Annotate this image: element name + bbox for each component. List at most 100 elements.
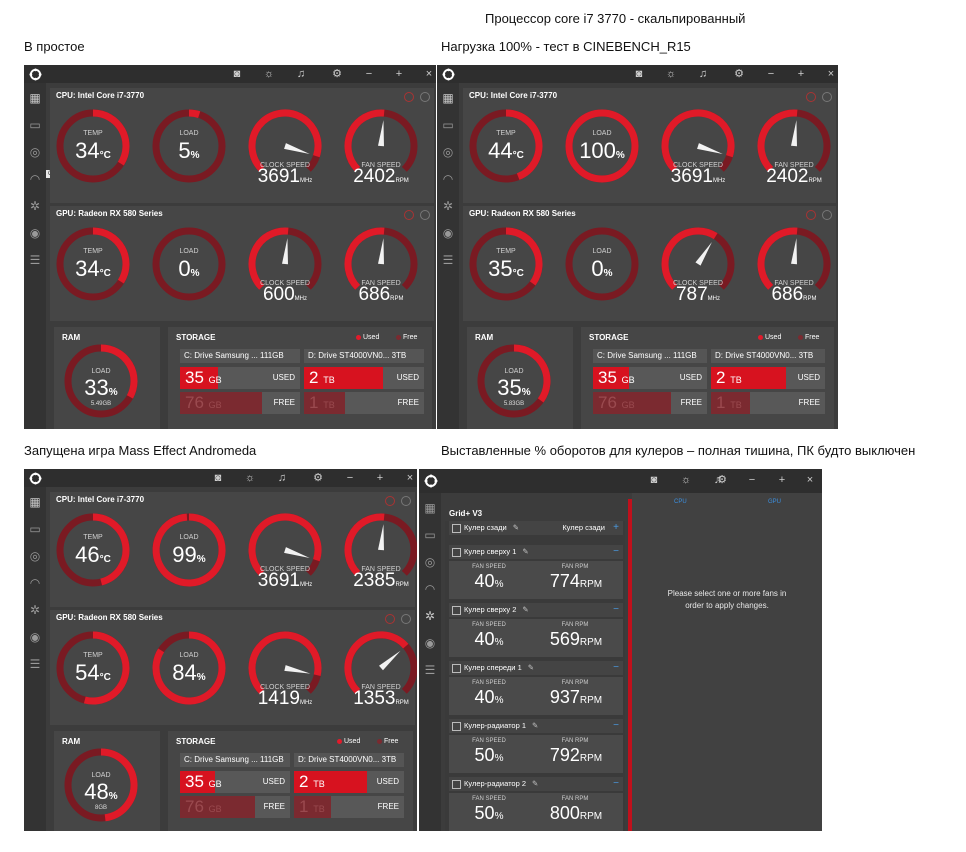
fan-number: 1353 bbox=[353, 688, 396, 709]
collapse-icon[interactable]: − bbox=[613, 546, 619, 557]
fan-checkbox[interactable] bbox=[452, 721, 461, 731]
clipboard-icon[interactable]: ☰ bbox=[442, 253, 454, 267]
brightness-icon[interactable]: ☼ bbox=[263, 68, 275, 80]
fan-checkbox[interactable] bbox=[452, 605, 461, 615]
fan-group-header[interactable]: Кулер-радиатор 1 ✎ − bbox=[449, 719, 623, 733]
settings-icon[interactable]: ⚙ bbox=[332, 68, 342, 80]
brightness-icon[interactable]: ☼ bbox=[244, 472, 256, 484]
close-icon[interactable]: × bbox=[827, 68, 835, 80]
edit-icon[interactable]: ✎ bbox=[532, 779, 539, 788]
gamepad-icon[interactable]: ◎ bbox=[29, 549, 41, 563]
fan-icon[interactable]: ✲ bbox=[29, 603, 41, 617]
disk-icon[interactable]: ◉ bbox=[442, 226, 454, 240]
tab-gpu[interactable]: GPU bbox=[768, 499, 782, 505]
speed-icon[interactable]: ◠ bbox=[29, 576, 41, 590]
gauge-track bbox=[152, 227, 226, 301]
settings-icon[interactable]: ⚙ bbox=[313, 472, 323, 484]
bell-icon[interactable]: ♫ bbox=[698, 68, 708, 80]
info-icon[interactable] bbox=[822, 92, 832, 102]
fan-icon[interactable]: ✲ bbox=[29, 199, 41, 213]
minimize-icon[interactable]: − bbox=[748, 474, 756, 486]
alert-icon[interactable] bbox=[404, 92, 414, 102]
fan-checkbox[interactable] bbox=[452, 663, 461, 673]
fan-group-header[interactable]: Кулер сверху 1 ✎ − bbox=[449, 545, 623, 559]
clipboard-icon[interactable]: ☰ bbox=[29, 253, 41, 267]
maximize-icon[interactable]: + bbox=[395, 68, 403, 80]
gamepad-icon[interactable]: ◎ bbox=[29, 145, 41, 159]
edit-icon[interactable]: ✎ bbox=[532, 721, 539, 730]
camera-icon[interactable]: ◙ bbox=[650, 474, 658, 486]
fan-group-header[interactable]: Кулер спереди 1 ✎ − bbox=[449, 661, 623, 675]
info-icon[interactable] bbox=[401, 614, 411, 624]
alert-icon[interactable] bbox=[385, 614, 395, 624]
monitor-icon[interactable]: ▦ bbox=[29, 495, 41, 509]
settings-icon[interactable]: ⚙ bbox=[717, 474, 727, 486]
edit-icon[interactable]: ✎ bbox=[527, 663, 535, 672]
disk-icon[interactable]: ◉ bbox=[424, 636, 436, 650]
drive-free-fill bbox=[180, 796, 255, 818]
alert-icon[interactable] bbox=[806, 210, 816, 220]
monitor-icon[interactable]: ▦ bbox=[29, 91, 41, 105]
fan-checkbox[interactable] bbox=[452, 547, 461, 557]
gamepad-icon[interactable]: ◎ bbox=[424, 555, 436, 569]
collapse-icon[interactable]: − bbox=[613, 720, 619, 731]
camera-icon[interactable]: ◙ bbox=[214, 472, 222, 484]
maximize-icon[interactable]: + bbox=[376, 472, 384, 484]
maximize-icon[interactable]: + bbox=[778, 474, 786, 486]
pc-icon[interactable]: ▭ bbox=[424, 528, 436, 542]
close-icon[interactable]: × bbox=[806, 474, 814, 486]
alert-icon[interactable] bbox=[806, 92, 816, 102]
fan-icon[interactable]: ✲ bbox=[442, 199, 454, 213]
pc-icon[interactable]: ▭ bbox=[29, 118, 41, 132]
minimize-icon[interactable]: − bbox=[365, 68, 373, 80]
camera-icon[interactable]: ◙ bbox=[635, 68, 643, 80]
maximize-icon[interactable]: + bbox=[797, 68, 805, 80]
ram-title: RAM bbox=[62, 333, 81, 342]
pc-icon[interactable]: ▭ bbox=[29, 522, 41, 536]
fan-group-header[interactable]: Кулер сверху 2 ✎ − bbox=[449, 603, 623, 617]
drive-used-bar: 35 GB USED bbox=[180, 367, 300, 389]
speed-icon[interactable]: ◠ bbox=[442, 172, 454, 186]
bell-icon[interactable]: ♫ bbox=[713, 474, 723, 486]
minimize-icon[interactable]: − bbox=[767, 68, 775, 80]
speed-icon[interactable]: ◠ bbox=[424, 582, 436, 596]
speed-icon[interactable]: ◠ bbox=[29, 172, 41, 186]
fan-checkbox[interactable] bbox=[452, 779, 461, 789]
add-icon[interactable]: + bbox=[613, 522, 619, 533]
alert-icon[interactable] bbox=[404, 210, 414, 220]
brightness-icon[interactable]: ☼ bbox=[665, 68, 677, 80]
info-icon[interactable] bbox=[420, 92, 430, 102]
camera-icon[interactable]: ◙ bbox=[233, 68, 241, 80]
monitor-icon[interactable]: ▦ bbox=[442, 91, 454, 105]
disk-icon[interactable]: ◉ bbox=[29, 630, 41, 644]
collapse-icon[interactable]: − bbox=[613, 604, 619, 615]
info-icon[interactable] bbox=[420, 210, 430, 220]
settings-icon[interactable]: ⚙ bbox=[734, 68, 744, 80]
collapse-icon[interactable]: − bbox=[613, 778, 619, 789]
tab-cpu[interactable]: CPU bbox=[674, 499, 687, 505]
collapse-icon[interactable]: − bbox=[613, 662, 619, 673]
gauge-needle bbox=[695, 242, 712, 266]
clipboard-icon[interactable]: ☰ bbox=[29, 657, 41, 671]
alert-icon[interactable] bbox=[385, 496, 395, 506]
edit-icon[interactable]: ✎ bbox=[522, 605, 529, 614]
info-icon[interactable] bbox=[822, 210, 832, 220]
bell-icon[interactable]: ♫ bbox=[296, 68, 306, 80]
pc-icon[interactable]: ▭ bbox=[442, 118, 454, 132]
fan-icon[interactable]: ✲ bbox=[424, 609, 436, 623]
close-icon[interactable]: × bbox=[406, 472, 414, 484]
bell-icon[interactable]: ♫ bbox=[277, 472, 287, 484]
fan-group-header[interactable]: Кулер-радиатор 2 ✎ − bbox=[449, 777, 623, 791]
gamepad-icon[interactable]: ◎ bbox=[442, 145, 454, 159]
minimize-icon[interactable]: − bbox=[346, 472, 354, 484]
fan-group-header[interactable]: Кулер сзади ✎ Кулер сзади + bbox=[449, 521, 623, 535]
close-icon[interactable]: × bbox=[425, 68, 433, 80]
brightness-icon[interactable]: ☼ bbox=[680, 474, 692, 486]
edit-icon[interactable]: ✎ bbox=[512, 523, 519, 532]
monitor-icon[interactable]: ▦ bbox=[424, 501, 436, 515]
clipboard-icon[interactable]: ☰ bbox=[424, 663, 436, 677]
edit-icon[interactable]: ✎ bbox=[522, 547, 529, 556]
fan-checkbox[interactable] bbox=[452, 523, 461, 533]
info-icon[interactable] bbox=[401, 496, 411, 506]
disk-icon[interactable]: ◉ bbox=[29, 226, 41, 240]
